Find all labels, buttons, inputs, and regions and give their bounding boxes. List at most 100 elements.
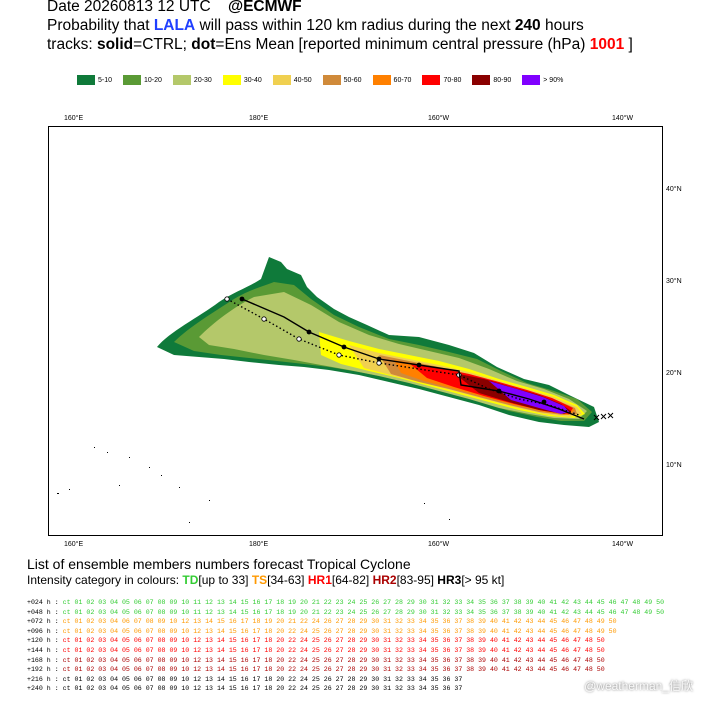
- ens-mean-point: [376, 360, 382, 366]
- ctrl-point: [416, 362, 422, 368]
- lon-label-top: 160°E: [64, 115, 84, 122]
- watermark: @weatherman_信欣: [584, 679, 693, 693]
- ens-mean-point: [296, 336, 302, 342]
- legend-label: 20-30: [193, 76, 212, 84]
- legend-label: 10-20: [144, 76, 162, 84]
- legend-swatch: [77, 75, 95, 85]
- header-line-3: tracks: solid=CTRL; dot=Ens Mean [report…: [47, 36, 633, 54]
- member-list: ct 01 02 03 04 05 06 07 08 09 10 12 13 1…: [62, 637, 605, 645]
- member-row: +240 h : ct 01 02 03 04 05 06 07 08 09 1…: [27, 684, 664, 694]
- member-list: ct 01 02 03 04 05 06 07 08 09 10 11 12 1…: [62, 599, 665, 606]
- member-list: ct 01 02 03 04 05 06 07 08 09 10 12 13 1…: [62, 627, 617, 635]
- hr3-range: [> 95 kt]: [461, 573, 505, 587]
- ctrl-point: [496, 388, 502, 394]
- hr2-range: [83-95]: [396, 573, 434, 587]
- legend-swatch: [172, 75, 191, 85]
- ecmwf-label: @ECMWF: [227, 0, 302, 15]
- hours-unit: hours: [545, 17, 584, 34]
- legend-item: 60-70: [372, 75, 411, 85]
- legend-item: 40-50: [272, 75, 312, 85]
- member-row: +072 h : ct 01 02 03 04 06 07 08 09 10 1…: [27, 617, 664, 627]
- lead-time: +072 h :: [27, 618, 63, 626]
- ctrl-track: [241, 298, 585, 420]
- header-line-2: Probability that LALA will pass within 1…: [47, 17, 584, 35]
- legend-item: 5-10: [77, 75, 112, 85]
- lead-time: +024 h :: [27, 599, 63, 606]
- member-rows: +024 h : ct 01 02 03 04 05 06 07 08 09 1…: [27, 598, 664, 694]
- lead-time: +192 h :: [27, 666, 63, 674]
- legend-swatch: [522, 75, 541, 85]
- legend-label: 50-60: [343, 76, 362, 84]
- probability-legend: 5-10 10-20 20-30 30-40 40-50 50-60 60-70 70-80 8…: [77, 75, 574, 85]
- ctrl-point: [541, 399, 547, 405]
- ctrl-text: =CTRL;: [133, 36, 187, 53]
- island-marks: [57, 447, 450, 523]
- ts-range: [34-63]: [267, 573, 305, 587]
- lat-label-right: 40°N: [666, 186, 682, 193]
- intensity-legend: Intensity category in colours: TD[up to …: [27, 573, 504, 587]
- lat-label-right: 30°N: [666, 278, 682, 285]
- ens-mean-track: [226, 298, 580, 416]
- legend-item: 10-20: [123, 75, 162, 85]
- ctrl-point: [376, 356, 382, 362]
- storm-name: LALA: [153, 17, 196, 34]
- ctrl-point: [239, 296, 245, 302]
- tracks-label: tracks:: [47, 36, 93, 53]
- header-radius-text: will pass within 120 km radius during th…: [199, 17, 511, 34]
- member-row: +168 h : ct 01 02 03 04 05 06 07 08 09 1…: [27, 656, 664, 666]
- lat-label-right: 10°N: [666, 462, 682, 469]
- legend-label: 80-90: [493, 76, 512, 84]
- legend-label: 40-50: [293, 76, 312, 84]
- hr1-range: [64-82]: [331, 573, 370, 587]
- lon-label-top: 180°E: [249, 115, 269, 122]
- lead-time: +216 h :: [27, 675, 63, 683]
- ens-mean-point: [224, 296, 230, 302]
- hr2-label: HR2: [372, 573, 397, 587]
- lat-label-right: 20°N: [666, 370, 682, 377]
- legend-label: > 90%: [543, 76, 564, 84]
- member-row: +192 h : ct 01 02 03 04 05 06 07 08 09 1…: [27, 665, 664, 675]
- legend-label: 30-40: [243, 76, 262, 84]
- dot-label: dot: [191, 36, 216, 53]
- legend-swatch: [123, 75, 142, 85]
- lead-time: +048 h :: [27, 608, 63, 616]
- legend-item: 20-30: [172, 75, 212, 85]
- ts-label: TS: [251, 573, 268, 587]
- legend-swatch: [322, 75, 341, 85]
- legend-item: 70-80: [422, 75, 461, 85]
- member-row: +144 h : ct 01 02 03 04 05 06 07 08 09 1…: [27, 646, 664, 656]
- ens-mean-point: [336, 352, 342, 358]
- legend-swatch: [222, 75, 241, 85]
- legend-swatch: [472, 75, 491, 85]
- hours-value: 240: [514, 17, 541, 34]
- bracket-close: ]: [628, 36, 633, 53]
- lead-time: +096 h :: [27, 627, 63, 635]
- date-text: Date 20260813 12 UTC: [47, 0, 211, 15]
- legend-swatch: [372, 75, 391, 85]
- member-row: +024 h : ct 01 02 03 04 05 06 07 08 09 1…: [27, 598, 664, 608]
- legend-item: 30-40: [222, 75, 262, 85]
- td-range: [up to 33]: [198, 573, 249, 587]
- intensity-label: Intensity category in colours:: [27, 573, 180, 587]
- ens-mean-point: [261, 316, 267, 322]
- legend-label: 70-80: [443, 76, 462, 84]
- legend-swatch: [422, 75, 441, 85]
- legend-label: 5-10: [98, 76, 113, 84]
- lon-label-bottom: 160°E: [64, 541, 84, 548]
- probability-map: 40°N 30°N 20°N 10°N: [57, 257, 614, 523]
- hr1-label: HR1: [307, 573, 332, 587]
- lead-time: +120 h :: [27, 637, 63, 645]
- ensmean-text: =Ens Mean [reported minimum central pres…: [215, 36, 586, 53]
- member-list: ct 01 02 03 04 05 06 07 08 09 10 12 13 1…: [62, 646, 605, 654]
- legend-swatch: [272, 75, 291, 85]
- member-list: ct 01 02 03 04 05 06 07 08 09 10 12 13 1…: [62, 685, 463, 693]
- lead-time: +144 h :: [27, 646, 63, 654]
- lon-label-bottom: 160°W: [428, 541, 450, 548]
- map-panel: 40°N 30°N 20°N 10°N: [48, 126, 663, 536]
- lon-label-top: 140°W: [612, 115, 634, 122]
- member-list: ct 01 02 03 04 05 06 07 08 09 10 11 12 1…: [62, 608, 665, 616]
- lead-time: +240 h :: [27, 685, 63, 693]
- member-row: +096 h : ct 01 02 03 04 05 06 07 08 09 1…: [27, 627, 664, 637]
- hr3-label: HR3: [437, 573, 462, 587]
- member-list: ct 01 02 03 04 05 06 07 08 09 10 12 13 1…: [62, 656, 605, 664]
